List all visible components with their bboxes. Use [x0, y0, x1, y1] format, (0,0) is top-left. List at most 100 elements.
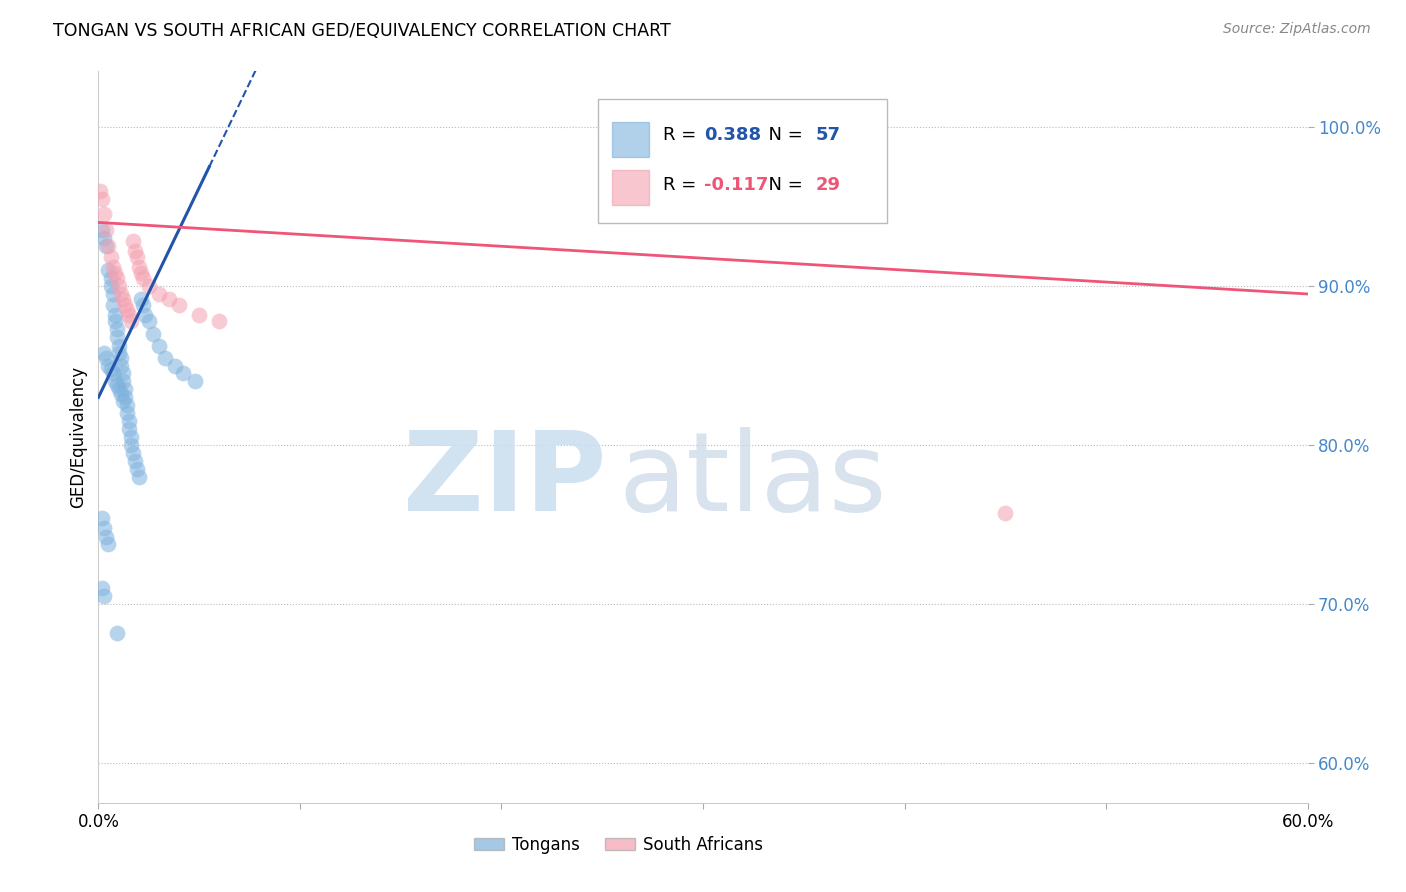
Text: TONGAN VS SOUTH AFRICAN GED/EQUIVALENCY CORRELATION CHART: TONGAN VS SOUTH AFRICAN GED/EQUIVALENCY … — [53, 22, 671, 40]
Point — [100, 251, 122, 265]
Point — [100, 279, 122, 293]
Point — [101, 367, 124, 381]
Point — [994, 507, 1017, 521]
Point — [148, 339, 170, 353]
Point — [129, 292, 152, 306]
Point — [128, 470, 150, 484]
Point — [111, 367, 134, 381]
Point — [93, 231, 115, 245]
Text: 0.388: 0.388 — [704, 126, 761, 145]
Point — [101, 287, 124, 301]
Point — [148, 287, 170, 301]
Text: R =: R = — [664, 176, 702, 194]
Point — [118, 422, 141, 436]
Point — [167, 298, 190, 312]
Point — [157, 292, 180, 306]
FancyBboxPatch shape — [613, 170, 648, 205]
Point — [115, 406, 138, 420]
Point — [103, 314, 125, 328]
FancyBboxPatch shape — [613, 122, 648, 157]
Point — [97, 239, 120, 253]
Point — [115, 302, 138, 317]
Point — [188, 308, 211, 322]
Point — [120, 430, 142, 444]
Point — [132, 271, 155, 285]
Point — [103, 375, 125, 389]
Point — [114, 298, 136, 312]
Point — [142, 326, 165, 341]
Point — [107, 383, 129, 397]
Point — [132, 298, 155, 312]
Legend: Tongans, South Africans: Tongans, South Africans — [467, 829, 770, 860]
Point — [134, 308, 156, 322]
Point — [91, 192, 114, 206]
Point — [100, 361, 122, 376]
Point — [97, 359, 120, 373]
Point — [111, 393, 134, 408]
Point — [100, 271, 122, 285]
Point — [118, 414, 141, 428]
Text: N =: N = — [758, 176, 808, 194]
Point — [101, 260, 124, 274]
Point — [114, 390, 136, 404]
Point — [115, 398, 138, 412]
Point — [172, 367, 194, 381]
Point — [121, 446, 143, 460]
Point — [125, 251, 148, 265]
Point — [120, 438, 142, 452]
Point — [97, 263, 120, 277]
Point — [91, 223, 114, 237]
Point — [105, 625, 128, 640]
Point — [120, 314, 142, 328]
Point — [91, 511, 114, 525]
Text: -0.117: -0.117 — [704, 176, 769, 194]
Point — [96, 530, 118, 544]
Point — [93, 346, 115, 360]
Text: ZIP: ZIP — [404, 427, 606, 534]
Point — [110, 351, 132, 365]
Point — [101, 298, 124, 312]
Text: N =: N = — [758, 126, 808, 145]
Text: R =: R = — [664, 126, 702, 145]
Point — [184, 375, 207, 389]
Point — [96, 239, 118, 253]
Point — [111, 292, 134, 306]
Point — [93, 521, 115, 535]
Text: atlas: atlas — [619, 427, 887, 534]
Point — [107, 339, 129, 353]
Point — [105, 322, 128, 336]
Point — [91, 581, 114, 595]
Point — [125, 462, 148, 476]
Point — [128, 260, 150, 274]
Point — [105, 330, 128, 344]
Point — [110, 387, 132, 401]
Point — [93, 589, 115, 603]
Point — [129, 266, 152, 280]
Point — [107, 346, 129, 360]
Text: 57: 57 — [815, 126, 841, 145]
Text: 29: 29 — [815, 176, 841, 194]
Point — [118, 308, 141, 322]
Point — [121, 235, 143, 249]
Point — [103, 266, 125, 280]
Point — [105, 271, 128, 285]
Point — [138, 314, 160, 328]
Point — [103, 308, 125, 322]
Point — [105, 377, 128, 392]
Point — [153, 351, 176, 365]
Point — [96, 223, 118, 237]
Point — [114, 383, 136, 397]
Point — [208, 314, 231, 328]
Point — [111, 375, 134, 389]
Text: Source: ZipAtlas.com: Source: ZipAtlas.com — [1223, 22, 1371, 37]
Point — [163, 359, 186, 373]
Y-axis label: GED/Equivalency: GED/Equivalency — [69, 366, 87, 508]
Point — [124, 454, 146, 468]
Point — [110, 287, 132, 301]
FancyBboxPatch shape — [598, 99, 887, 223]
Point — [96, 351, 118, 365]
Point — [107, 279, 129, 293]
Point — [89, 184, 111, 198]
Point — [138, 279, 160, 293]
Point — [97, 536, 120, 550]
